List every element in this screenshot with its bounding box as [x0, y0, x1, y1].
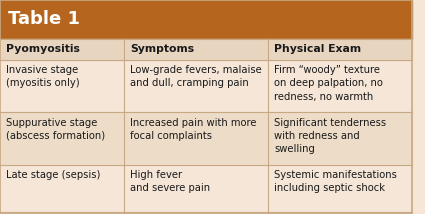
Bar	[0, 165, 413, 212]
Text: Late stage (sepsis): Late stage (sepsis)	[6, 170, 101, 180]
Bar	[0, 39, 413, 60]
Bar	[0, 60, 413, 112]
Text: High fever
and severe pain: High fever and severe pain	[130, 170, 210, 193]
Text: Pyomyositis: Pyomyositis	[6, 44, 80, 54]
Text: Table 1: Table 1	[8, 10, 80, 28]
Text: Invasive stage
(myositis only): Invasive stage (myositis only)	[6, 65, 80, 88]
Text: Systemic manifestations
including septic shock: Systemic manifestations including septic…	[274, 170, 397, 193]
Text: Firm “woody” texture
on deep palpation, no
redness, no warmth: Firm “woody” texture on deep palpation, …	[274, 65, 383, 102]
Text: Symptoms: Symptoms	[130, 44, 194, 54]
Text: Significant tenderness
with redness and
swelling: Significant tenderness with redness and …	[274, 118, 386, 154]
Text: Low-grade fevers, malaise
and dull, cramping pain: Low-grade fevers, malaise and dull, cram…	[130, 65, 262, 88]
Text: Physical Exam: Physical Exam	[274, 44, 361, 54]
Text: Increased pain with more
focal complaints: Increased pain with more focal complaint…	[130, 118, 256, 141]
Text: Suppurative stage
(abscess formation): Suppurative stage (abscess formation)	[6, 118, 105, 141]
Bar	[0, 0, 413, 39]
Bar	[0, 112, 413, 165]
